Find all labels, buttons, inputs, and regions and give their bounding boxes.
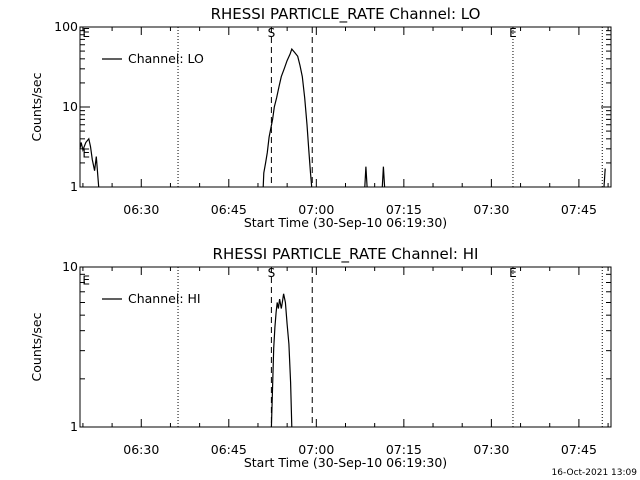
x-tick-label: 07:45 [561, 442, 597, 457]
x-tick-label: 07:15 [386, 442, 422, 457]
marker-label: S [268, 26, 276, 40]
edge-marker-label: E [82, 26, 90, 40]
x-tick-label: 07:30 [473, 202, 509, 217]
marker-label: E [509, 26, 517, 40]
y-tick-label: 10 [62, 259, 78, 274]
edge-marker-label: E [82, 273, 90, 287]
marker-label: S [268, 266, 276, 280]
series-line [381, 166, 386, 188]
series-line [364, 166, 368, 188]
legend-entry: Channel: HI [128, 291, 201, 306]
chart-title: RHESSI PARTICLE_RATE Channel: LO [211, 5, 481, 24]
y-tick-label: 10 [62, 99, 78, 114]
x-tick-label: 06:45 [211, 202, 247, 217]
series-line [603, 168, 606, 188]
chart-panel-2: RHESSI PARTICLE_RATE Channel: HI 06:30 06:… [29, 245, 612, 470]
y-axis-label: Counts/sec [29, 72, 44, 141]
x-axis-label: Start Time (30-Sep-10 06:19:30) [244, 215, 447, 230]
x-tick-label: 07:00 [298, 442, 334, 457]
y-tick-label: 1 [70, 179, 78, 194]
y-tick-label: 100 [54, 19, 78, 34]
series-line [262, 47, 313, 188]
x-tick-label: 07:30 [473, 442, 509, 457]
footer-timestamp: 16-Oct-2021 13:09 [552, 468, 638, 478]
x-tick-label: 06:45 [211, 442, 247, 457]
series-line [79, 137, 100, 188]
chart-panel-1: RHESSI PARTICLE_RATE Channel: LO 06:30 06:… [29, 5, 612, 230]
x-tick-label: 07:15 [386, 202, 422, 217]
marker-label: E [509, 266, 517, 280]
y-axis-label: Counts/sec [29, 312, 44, 381]
chart-title: RHESSI PARTICLE_RATE Channel: HI [213, 245, 479, 264]
x-tick-label: 06:30 [123, 202, 159, 217]
x-tick-label: 07:45 [561, 202, 597, 217]
y-tick-label: 1 [70, 419, 78, 434]
series-line [270, 293, 293, 428]
legend-entry: Channel: LO [128, 51, 204, 66]
x-tick-label: 06:30 [123, 442, 159, 457]
edge-marker-label: E [82, 147, 90, 161]
x-axis-label: Start Time (30-Sep-10 06:19:30) [244, 455, 447, 470]
x-tick-label: 07:00 [298, 202, 334, 217]
